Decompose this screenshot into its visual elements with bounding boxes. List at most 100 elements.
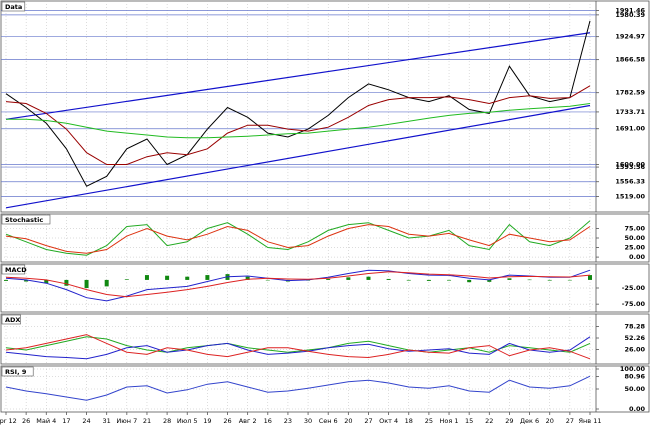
histogram-bar: [144, 275, 149, 280]
x-tick-label: 23: [284, 417, 292, 425]
y-tick-label: 1782.59: [615, 89, 645, 97]
x-tick-label: 30: [304, 417, 312, 425]
series-line: [5, 375, 591, 401]
histogram-bar: [165, 275, 170, 280]
histogram-bar: [467, 279, 472, 283]
histogram-bar: [24, 279, 29, 282]
x-tick-label: Окт 4: [379, 417, 398, 425]
y-tick-label: 1556.33: [615, 178, 645, 186]
y-tick-label: 1924.97: [615, 33, 645, 41]
series-line: [5, 85, 591, 165]
x-tick-label: 21: [143, 417, 151, 425]
panel-frame: [0, 313, 650, 365]
histogram-bar: [487, 279, 492, 282]
histogram-bar: [346, 277, 351, 280]
panel-label-box: [1, 264, 26, 275]
panel-frame: [0, 0, 650, 213]
series-line: [5, 224, 591, 254]
x-tick-label: 27: [566, 417, 574, 425]
series-line: [6, 103, 591, 139]
channel-line: [5, 104, 591, 209]
histogram-bar: [185, 276, 190, 280]
y-tick-label: 0.00: [629, 253, 646, 261]
histogram-bar: [507, 278, 512, 280]
x-tick-label: 20: [344, 417, 352, 425]
x-tick-label: 25: [425, 417, 433, 425]
y-tick-label: 1733.71: [615, 108, 645, 116]
histogram-bar: [406, 279, 411, 281]
x-tick-label: 29: [505, 417, 513, 425]
x-tick-label: Авг 2: [239, 417, 257, 425]
x-tick-label: 19: [203, 417, 211, 425]
histogram-bar: [4, 279, 8, 281]
histogram-bar: [567, 279, 572, 281]
x-tick-label: 24: [82, 417, 90, 425]
y-tick-label: 75.00: [624, 224, 645, 232]
series-line: [5, 271, 591, 298]
histogram-bar: [205, 275, 210, 280]
histogram-bar: [426, 279, 431, 281]
histogram-bar: [124, 279, 129, 280]
x-tick-label: 20: [546, 417, 554, 425]
histogram-bar: [366, 276, 371, 280]
panel-title: MACD: [5, 266, 27, 274]
y-tick-label: 1519.00: [615, 192, 645, 200]
channel-line: [5, 32, 591, 120]
x-tick-label: 18: [405, 417, 413, 425]
x-tick-label: Янв 11: [579, 417, 602, 425]
x-tick-label: Май 4: [36, 417, 56, 425]
y-tick-label: 26.00: [624, 346, 645, 354]
histogram-bar: [265, 279, 270, 281]
panel-title: Stochastic: [5, 216, 43, 224]
y-tick-label: 50.00: [624, 385, 645, 393]
x-tick-label: 15: [465, 417, 473, 425]
histogram-bar: [245, 276, 250, 280]
panel-label-box: [1, 314, 21, 325]
y-tick-label: 100.00: [620, 365, 646, 373]
x-tick-label: 26: [22, 417, 30, 425]
y-tick-label: 1691.00: [615, 125, 645, 133]
panel-label-box: [1, 1, 26, 12]
histogram-bar: [104, 279, 109, 287]
x-tick-label: Apr 12: [0, 417, 17, 425]
y-tick-label: 1991.46: [615, 7, 645, 15]
series-line: [5, 334, 591, 360]
panel-title: Data: [5, 3, 22, 11]
histogram-bar: [547, 279, 552, 281]
series-line: [5, 220, 591, 256]
x-tick-label: Дек 6: [520, 417, 539, 425]
x-tick-label: 26: [223, 417, 231, 425]
y-tick-label: 25.00: [624, 244, 645, 252]
panel-title: RSI, 9: [5, 368, 27, 376]
histogram-bar: [447, 279, 452, 281]
y-tick-label: 50.00: [624, 234, 645, 242]
x-tick-label: Июн 7: [116, 417, 137, 425]
series-line: [5, 336, 591, 353]
y-tick-label: 52.26: [624, 334, 645, 342]
panel-title: ADX: [5, 316, 20, 324]
histogram-bar: [84, 279, 89, 288]
x-tick-label: 22: [485, 417, 493, 425]
y-tick-label: 1593.56: [615, 163, 645, 171]
panel-label-box: [1, 214, 51, 225]
x-tick-label: Июл 5: [177, 417, 198, 425]
x-tick-label: Сен 6: [319, 417, 338, 425]
y-tick-label: -25.00: [622, 284, 646, 292]
panel-label-box: [1, 366, 34, 377]
histogram-bar: [326, 278, 331, 280]
histogram-bar: [386, 278, 391, 280]
x-tick-label: Ноя 1: [440, 417, 459, 425]
y-tick-label: 1600.00: [615, 161, 645, 169]
x-tick-label: 17: [62, 417, 70, 425]
x-tick-label: 31: [103, 417, 111, 425]
histogram-bar: [527, 279, 532, 281]
y-tick-label: 0.00: [629, 405, 646, 413]
y-tick-label: -75.00: [622, 300, 646, 308]
x-tick-label: 28: [163, 417, 171, 425]
y-tick-label: 1980.39: [615, 11, 645, 19]
x-tick-label: 27: [364, 417, 372, 425]
series-line: [5, 269, 591, 302]
y-tick-label: 80.96: [624, 373, 645, 381]
histogram-bar: [64, 279, 69, 286]
